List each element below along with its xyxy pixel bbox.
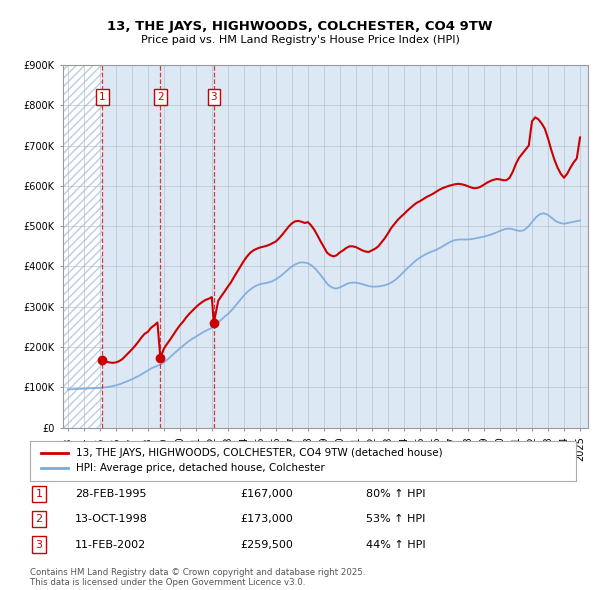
Text: 1: 1 [35, 489, 43, 499]
Text: 53% ↑ HPI: 53% ↑ HPI [366, 514, 425, 524]
Text: £167,000: £167,000 [240, 489, 293, 499]
Text: 11-FEB-2002: 11-FEB-2002 [75, 540, 146, 549]
Text: Price paid vs. HM Land Registry's House Price Index (HPI): Price paid vs. HM Land Registry's House … [140, 35, 460, 44]
Text: 2: 2 [35, 514, 43, 524]
Text: 13-OCT-1998: 13-OCT-1998 [75, 514, 148, 524]
Text: 1: 1 [99, 92, 106, 102]
Text: £173,000: £173,000 [240, 514, 293, 524]
Text: 80% ↑ HPI: 80% ↑ HPI [366, 489, 425, 499]
Text: 28-FEB-1995: 28-FEB-1995 [75, 489, 146, 499]
Legend: 13, THE JAYS, HIGHWOODS, COLCHESTER, CO4 9TW (detached house), HPI: Average pric: 13, THE JAYS, HIGHWOODS, COLCHESTER, CO4… [35, 442, 449, 480]
Text: 3: 3 [211, 92, 217, 102]
Text: 13, THE JAYS, HIGHWOODS, COLCHESTER, CO4 9TW: 13, THE JAYS, HIGHWOODS, COLCHESTER, CO4… [107, 20, 493, 33]
Text: £259,500: £259,500 [240, 540, 293, 549]
Bar [63, 65, 103, 428]
Text: Contains HM Land Registry data © Crown copyright and database right 2025.
This d: Contains HM Land Registry data © Crown c… [30, 568, 365, 587]
Text: 3: 3 [35, 540, 43, 549]
Text: 2: 2 [157, 92, 164, 102]
Text: 44% ↑ HPI: 44% ↑ HPI [366, 540, 425, 549]
